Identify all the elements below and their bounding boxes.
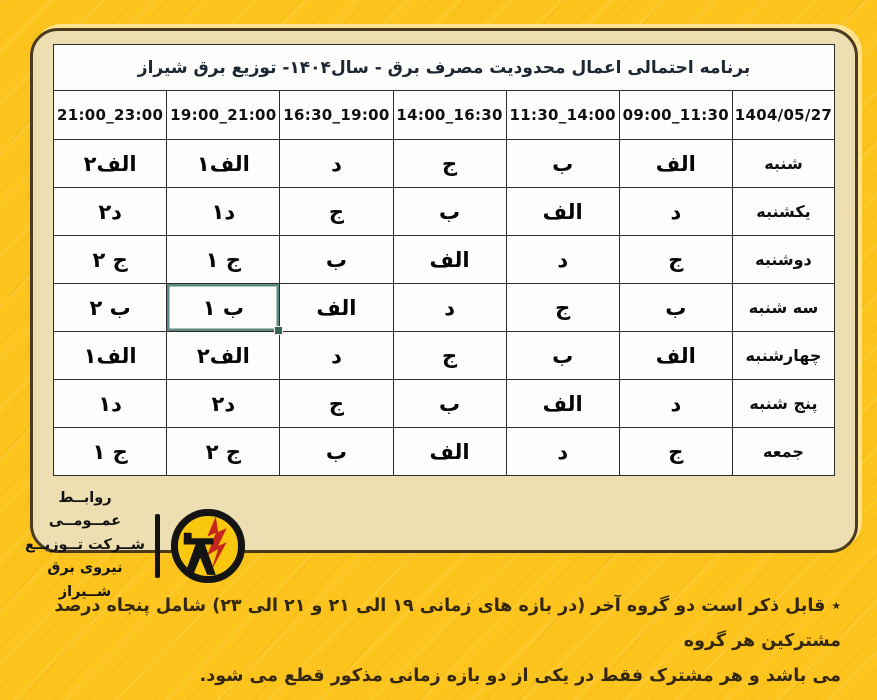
day-cell: شنبه bbox=[731, 139, 836, 188]
time-slot-header: 21:00_23:00 bbox=[52, 90, 168, 140]
group-cell: ج bbox=[392, 139, 507, 188]
lightning-icon bbox=[207, 516, 227, 571]
brand-text: روابــط عمــومــی شــرکت تــوزیــع نیروی… bbox=[24, 487, 146, 604]
group-cell: ج bbox=[279, 379, 394, 428]
table-row: چهارشنبه الف ب ج د الف۲ الف۱ bbox=[52, 331, 836, 380]
group-cell: د bbox=[618, 379, 733, 428]
group-cell: ب bbox=[392, 187, 507, 236]
footnote-line-2: می باشد و هر مشترک فقط در یکی از دو بازه… bbox=[199, 666, 841, 686]
footnote: ٭ قابل ذکر است دو گروه آخر (در بازه های … bbox=[36, 589, 841, 694]
schedule-table: برنامه احتمالی اعمال محدودیت مصرف برق - … bbox=[52, 44, 836, 476]
time-slot-header: 14:00_16:30 bbox=[392, 90, 507, 140]
table-title: برنامه احتمالی اعمال محدودیت مصرف برق - … bbox=[53, 44, 835, 91]
group-cell: د۲ bbox=[52, 187, 168, 236]
group-cell: الف bbox=[505, 187, 620, 236]
brand-block: روابــط عمــومــی شــرکت تــوزیــع نیروی… bbox=[24, 487, 247, 604]
group-cell: ج ۲ bbox=[166, 427, 281, 476]
day-cell: جمعه bbox=[731, 427, 836, 476]
group-cell: ج ۲ bbox=[52, 235, 168, 284]
group-cell: د bbox=[392, 283, 507, 332]
group-cell: ج bbox=[279, 187, 394, 236]
group-cell: ج ۱ bbox=[166, 235, 281, 284]
group-cell: الف bbox=[392, 427, 507, 476]
group-cell: ب ۲ bbox=[52, 283, 168, 332]
group-cell: الف۲ bbox=[166, 331, 281, 380]
group-cell: الف۱ bbox=[52, 331, 168, 380]
schedule-card: برنامه احتمالی اعمال محدودیت مصرف برق - … bbox=[30, 28, 858, 553]
brand-divider bbox=[155, 513, 160, 578]
table-row: شنبه الف ب ج د الف۱ الف۲ bbox=[52, 139, 836, 188]
time-slot-header: 16:30_19:00 bbox=[279, 90, 394, 140]
group-cell: ج bbox=[618, 235, 733, 284]
day-cell: دوشنبه bbox=[731, 235, 836, 284]
day-cell: چهارشنبه bbox=[731, 331, 836, 380]
time-slot-header: 19:00_21:00 bbox=[166, 90, 281, 140]
group-cell: ب bbox=[392, 379, 507, 428]
day-cell: پنج شنبه bbox=[731, 379, 836, 428]
group-cell: د bbox=[279, 331, 394, 380]
group-cell: الف۲ bbox=[52, 139, 168, 188]
group-cell: ج bbox=[392, 331, 507, 380]
group-cell: الف bbox=[618, 139, 733, 188]
group-cell: ب bbox=[279, 427, 394, 476]
group-cell: الف۱ bbox=[166, 139, 281, 188]
group-cell: الف bbox=[392, 235, 507, 284]
group-cell: ج ۱ bbox=[52, 427, 168, 476]
group-cell: الف bbox=[279, 283, 394, 332]
date-column-header: 1404/05/27 bbox=[731, 90, 836, 140]
footnote-line-1: ٭ قابل ذکر است دو گروه آخر (در بازه های … bbox=[54, 596, 841, 651]
group-cell: د bbox=[505, 235, 620, 284]
group-cell: د bbox=[279, 139, 394, 188]
table-row: یکشنبه د الف ب ج د۱ د۲ bbox=[52, 187, 836, 236]
group-cell: د۱ bbox=[52, 379, 168, 428]
group-cell: ج bbox=[505, 283, 620, 332]
brand-line-3: نیروی برق شــیراز bbox=[47, 560, 123, 600]
group-cell: ج bbox=[618, 427, 733, 476]
selected-group-cell: ب ۱ bbox=[166, 283, 285, 336]
table-title-row: برنامه احتمالی اعمال محدودیت مصرف برق - … bbox=[53, 44, 835, 91]
group-cell: د bbox=[618, 187, 733, 236]
time-slot-header: 09:00_11:30 bbox=[618, 90, 733, 140]
power-company-logo-icon bbox=[170, 508, 246, 583]
brand-line-1: روابــط عمــومــی bbox=[48, 490, 122, 530]
power-pylon-icon bbox=[183, 532, 216, 575]
day-cell: یکشنبه bbox=[731, 187, 836, 236]
table-body: شنبه الف ب ج د الف۱ الف۲ یکشنبه د الف ب ج د۱ د۲ دوشنبه… bbox=[52, 139, 836, 476]
group-cell: الف bbox=[505, 379, 620, 428]
day-cell: سه شنبه bbox=[731, 283, 836, 332]
group-cell: ب bbox=[279, 235, 394, 284]
group-cell: د۱ bbox=[166, 187, 281, 236]
group-cell: د۲ bbox=[166, 379, 281, 428]
table-row: پنج شنبه د الف ب ج د۲ د۱ bbox=[52, 379, 836, 428]
group-cell: ب bbox=[505, 139, 620, 188]
brand-line-2: شــرکت تــوزیــع bbox=[24, 536, 146, 553]
group-cell: ب bbox=[505, 331, 620, 380]
group-cell: ب bbox=[618, 283, 733, 332]
table-header-row: 1404/05/27 09:00_11:30 11:30_14:00 14:00_16… bbox=[52, 90, 836, 140]
group-cell: د bbox=[505, 427, 620, 476]
time-slot-header: 11:30_14:00 bbox=[505, 90, 620, 140]
group-cell: الف bbox=[618, 331, 733, 380]
